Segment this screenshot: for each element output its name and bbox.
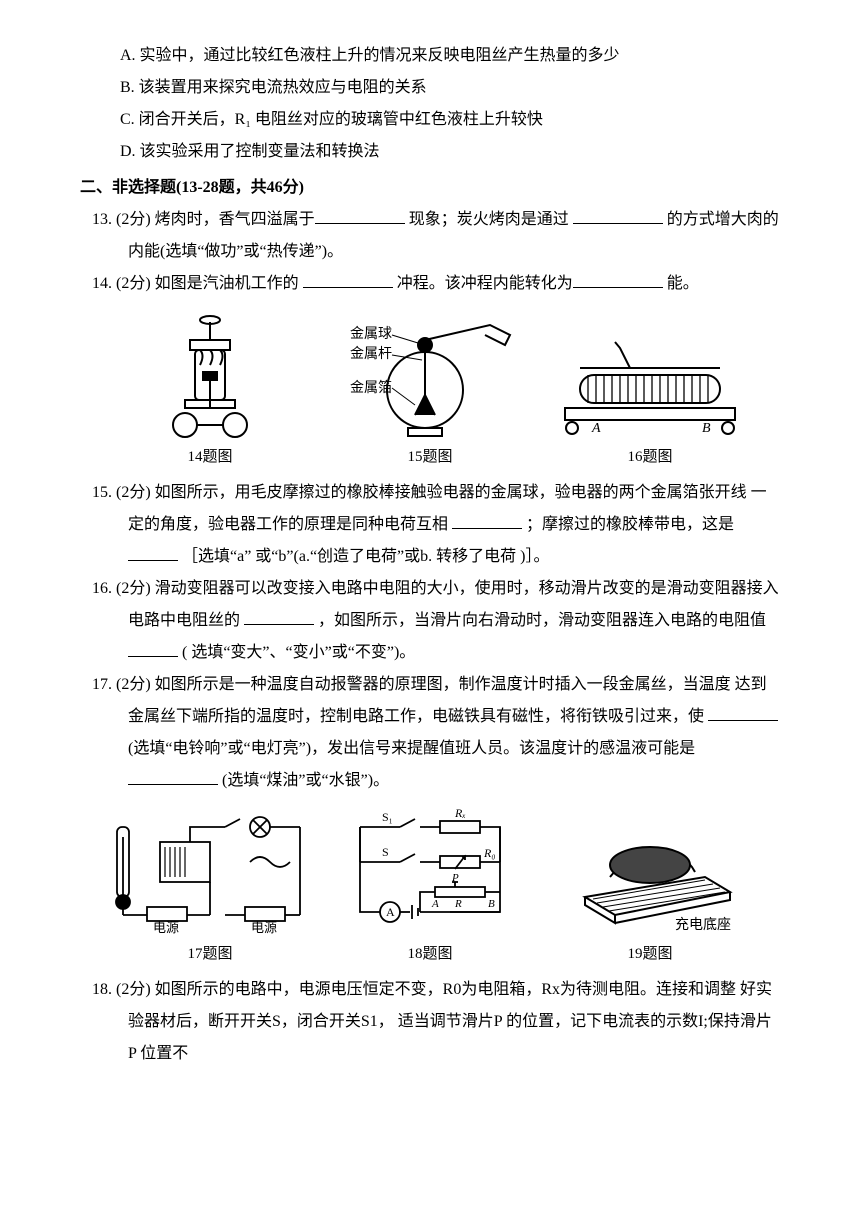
figure-19: 充电底座	[540, 807, 760, 937]
figures-row-2: 电源 电源 S₁	[100, 807, 760, 937]
caption-19: 19题图	[540, 942, 760, 966]
q15-t2: ；摩擦过的橡胶棒带电，这是	[526, 516, 734, 533]
q13-blank-1	[315, 207, 405, 224]
q17-t2: (选填“电铃响”或“电灯亮”)，发出信号来提醒值班人员。该温度计的感温液可能是	[128, 740, 695, 757]
q14-num: 14.	[92, 275, 112, 292]
caption-16: 16题图	[540, 445, 760, 469]
caption-18: 18题图	[320, 942, 540, 966]
q13-num: 13.	[92, 211, 112, 228]
q15-blank-1	[452, 512, 522, 529]
q15-t3: ［选填“a” 或“b”(a.“创造了电荷”或b. 转移了电荷 )］。	[182, 548, 549, 565]
figure-17: 电源 电源	[100, 807, 320, 937]
fig15-label-foil: 金属箔	[350, 380, 392, 396]
question-15: 15. (2分) 如图所示，用毛皮摩擦过的橡胶棒接触验电器的金属球，验电器的两个…	[92, 477, 780, 573]
question-16: 16. (2分) 滑动变阻器可以改变接入电路中电阻的大小，使用时，移动滑片改变的…	[92, 573, 780, 669]
caption-15: 15题图	[320, 445, 540, 469]
fig18-r0: R₀	[483, 846, 496, 860]
q17-blank-2	[128, 768, 218, 785]
q18-t1: 如图所示的电路中，电源电压恒定不变，R0为电阻箱，Rx为待测电阻。连接和调整 好…	[128, 981, 772, 1062]
q14-blank-2	[573, 271, 663, 288]
fig18-meter: A	[386, 905, 395, 919]
captions-row-2: 17题图 18题图 19题图	[100, 942, 760, 966]
fig18-b: B	[488, 898, 495, 910]
caption-14: 14题图	[100, 445, 320, 469]
q17-pts: (2分)	[116, 676, 151, 693]
fig15-label-rod: 金属杆	[350, 346, 392, 362]
q17-t3: (选填“煤油”或“水银”)。	[222, 772, 389, 789]
figure-14	[100, 310, 320, 440]
svg-text:B: B	[702, 421, 711, 436]
question-18: 18. (2分) 如图所示的电路中，电源电压恒定不变，R0为电阻箱，Rx为待测电…	[92, 974, 780, 1070]
figure-18: S₁ Rₓ S R₀ A P A R B	[320, 807, 540, 937]
q14-t2: 冲程。该冲程内能转化为	[397, 275, 573, 292]
q16-t3: ( 选填“变大”、“变小”或“不变”)。	[182, 644, 415, 661]
fig17-src1: 电源	[153, 920, 179, 935]
question-14: 14. (2分) 如图是汽油机工作的 冲程。该冲程内能转化为 能。	[92, 268, 780, 300]
option-b: B. 该装置用来探究电流热效应与电阻的关系	[120, 72, 780, 104]
question-13: 13. (2分) 烤肉时，香气四溢属于 现象；炭火烤肉是通过 的方式增大肉的内能…	[92, 204, 780, 268]
fig17-src2: 电源	[251, 920, 277, 935]
q18-pts: (2分)	[116, 981, 151, 998]
q16-blank-1	[244, 608, 314, 625]
q14-blank-1	[303, 271, 393, 288]
q17-blank-1	[708, 704, 778, 721]
q17-t1: 如图所示是一种温度自动报警器的原理图，制作温度计时插入一段金属丝，当温度 达到金…	[128, 676, 767, 725]
q13-pts: (2分)	[116, 211, 151, 228]
question-17: 17. (2分) 如图所示是一种温度自动报警器的原理图，制作温度计时插入一段金属…	[92, 669, 780, 797]
q16-pts: (2分)	[116, 580, 151, 597]
section-2-title: 二、非选择题(13-28题，共46分)	[80, 172, 780, 204]
option-d: D. 该实验采用了控制变量法和转换法	[120, 136, 780, 168]
q17-num: 17.	[92, 676, 112, 693]
captions-row-1: 14题图 15题图 16题图	[100, 445, 760, 469]
q14-t1: 如图是汽油机工作的	[155, 275, 303, 292]
caption-17: 17题图	[100, 942, 320, 966]
fig19-label: 充电底座	[675, 917, 731, 933]
q15-pts: (2分)	[116, 484, 151, 501]
fig15-label-ball: 金属球	[350, 326, 392, 342]
fig18-a: A	[431, 898, 439, 910]
q15-num: 15.	[92, 484, 112, 501]
svg-text:A: A	[591, 421, 601, 436]
fig18-p: P	[451, 872, 459, 884]
fig18-r: R	[454, 898, 462, 910]
q13-t2: 现象；炭火烤肉是通过	[409, 211, 573, 228]
q13-t1: 烤肉时，香气四溢属于	[155, 211, 315, 228]
option-a: A. 实验中，通过比较红色液柱上升的情况来反映电阻丝产生热量的多少	[120, 40, 780, 72]
figures-row-1: 金属球 金属杆 金属箔	[100, 310, 760, 440]
q16-num: 16.	[92, 580, 112, 597]
figure-15: 金属球 金属杆 金属箔	[320, 310, 540, 440]
q18-num: 18.	[92, 981, 112, 998]
option-c: C. 闭合开关后，R₁ 电阻丝对应的玻璃管中红色液柱上升较快	[120, 104, 780, 136]
fig18-rx: Rₓ	[454, 807, 466, 820]
q16-t2: ，如图所示，当滑片向右滑动时，滑动变阻器连入电路的电阻值	[318, 612, 766, 629]
fig18-s1: S₁	[382, 810, 393, 824]
q16-blank-2	[128, 640, 178, 657]
fig18-s: S	[382, 845, 389, 859]
q13-blank-2	[573, 207, 663, 224]
figure-16: A B	[540, 330, 760, 440]
q14-pts: (2分)	[116, 275, 151, 292]
q15-blank-2	[128, 544, 178, 561]
q14-t3: 能。	[667, 275, 699, 292]
